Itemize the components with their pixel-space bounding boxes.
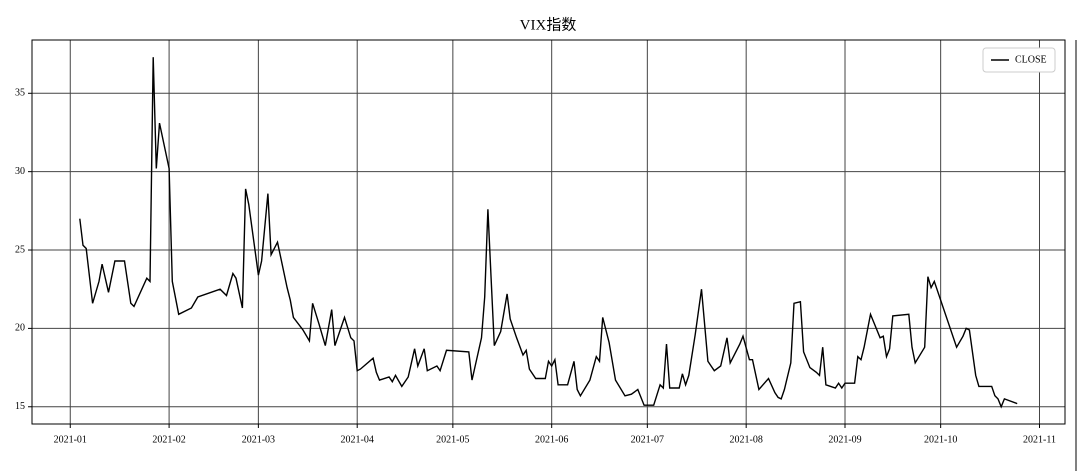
y-tick-label: 15: [15, 401, 25, 412]
x-tick-label: 2021-09: [828, 434, 861, 445]
y-tick-label: 35: [15, 88, 25, 99]
legend-label: CLOSE: [1015, 54, 1047, 65]
x-tick-label: 2021-10: [924, 434, 957, 445]
y-tick-label: 25: [15, 244, 25, 255]
x-tick-label: 2021-02: [152, 434, 185, 445]
y-tick-label: 20: [15, 323, 25, 334]
legend-box: [982, 47, 1056, 73]
x-tick-label: 2021-04: [341, 434, 374, 445]
x-tick-label: 2021-07: [631, 434, 664, 445]
x-tick-label: 2021-08: [730, 434, 763, 445]
y-tick-label: 30: [15, 166, 25, 177]
chart-title: VIX指数: [520, 16, 577, 33]
plot-frame: [31, 39, 1066, 425]
x-tick-label: 2021-03: [242, 434, 275, 445]
x-tick-label: 2021-11: [1023, 434, 1056, 445]
x-tick-label: 2021-06: [535, 434, 568, 445]
line-series: [79, 57, 1018, 409]
x-tick-label: 2021-01: [54, 434, 87, 445]
x-tick-label: 2021-05: [436, 434, 469, 445]
